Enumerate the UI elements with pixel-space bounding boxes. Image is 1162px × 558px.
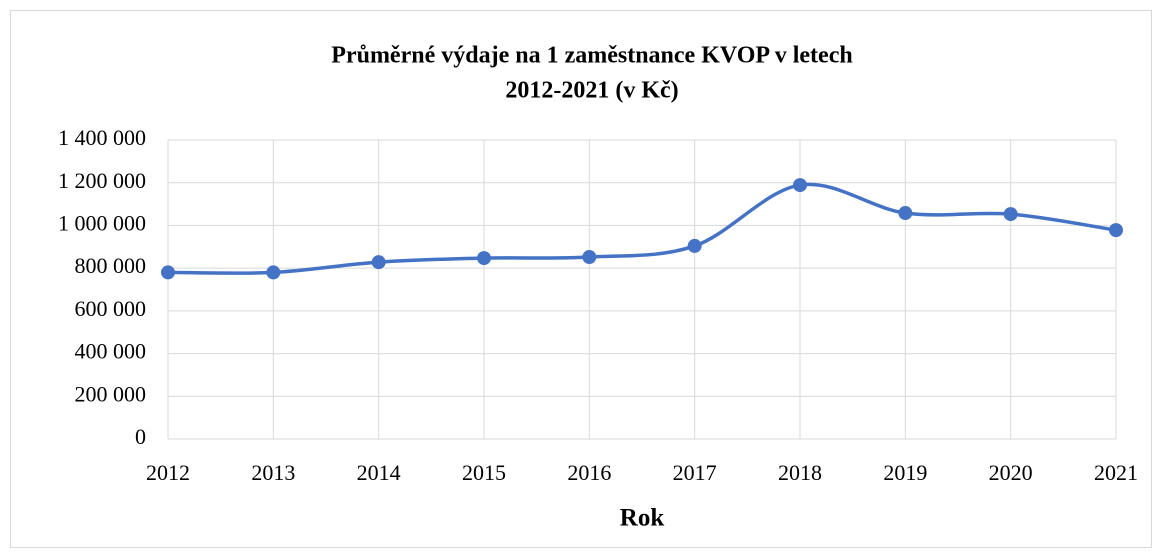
y-tick-label: 1 400 000 xyxy=(58,125,146,150)
line xyxy=(167,182,1117,275)
x-tick-label: 2015 xyxy=(462,460,506,485)
chart-title: Průměrné výdaje na 1 zaměstnance KVOP v … xyxy=(331,43,852,69)
x-tick-label: 2020 xyxy=(989,460,1033,485)
y-tick-label: 600 000 xyxy=(75,296,147,321)
y-tick-label: 0 xyxy=(135,424,146,449)
x-tick-label: 2021 xyxy=(1094,460,1138,485)
marker xyxy=(582,250,597,265)
marker xyxy=(1003,207,1018,222)
marker xyxy=(477,251,491,266)
chart-subtitle: 2012-2021 (v Kč) xyxy=(505,78,678,104)
marker xyxy=(687,238,702,253)
marker xyxy=(371,255,386,270)
marker xyxy=(793,178,807,193)
chart-border xyxy=(10,10,1152,548)
marker xyxy=(266,265,281,280)
x-tick-label: 2018 xyxy=(778,460,822,485)
y-tick-label: 1 000 000 xyxy=(58,210,146,235)
x-tick-label: 2012 xyxy=(146,460,190,485)
y-tick-label: 200 000 xyxy=(75,381,147,406)
marker xyxy=(161,265,175,280)
x-axis-label: Rok xyxy=(620,505,665,532)
y-tick-label: 1 200 000 xyxy=(58,168,146,193)
marker xyxy=(1109,223,1123,238)
x-tick-label: 2016 xyxy=(567,460,611,485)
x-tick-label: 2014 xyxy=(357,460,401,485)
y-tick-label: 800 000 xyxy=(75,253,147,278)
x-tick-label: 2019 xyxy=(883,460,927,485)
x-tick-label: 2017 xyxy=(673,460,717,485)
marker xyxy=(898,206,913,221)
y-tick-label: 400 000 xyxy=(75,339,147,364)
x-tick-label: 2013 xyxy=(251,460,295,485)
